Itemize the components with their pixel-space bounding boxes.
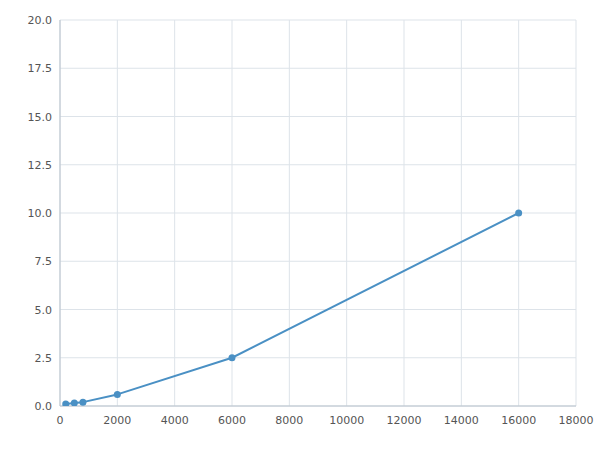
- x-axis-line: [60, 406, 576, 407]
- plot-area: [62, 210, 522, 407]
- y-tick-label: 5.0: [35, 304, 53, 317]
- grid: [60, 20, 576, 406]
- x-tick-label: 6000: [218, 414, 246, 427]
- y-grid-line: [60, 357, 576, 358]
- x-tick-label: 16000: [501, 414, 536, 427]
- y-grid-line: [60, 20, 576, 21]
- y-grid-line: [60, 406, 576, 407]
- tick-labels: 0 2000 4000 6000 8000 10000 12000 14000 16000 180…: [28, 14, 594, 427]
- y-tick-label: 15.0: [28, 111, 53, 124]
- y-tick-label: 17.5: [28, 62, 53, 75]
- y-tick-label: 20.0: [28, 14, 53, 27]
- data-point: [515, 210, 522, 217]
- y-tick-label: 2.5: [35, 352, 53, 365]
- y-grid-line: [60, 261, 576, 262]
- x-tick-label: 10000: [329, 414, 364, 427]
- y-axis-line: [60, 20, 61, 406]
- x-tick-label: 0: [57, 414, 64, 427]
- data-point: [62, 401, 69, 406]
- y-tick-label: 12.5: [28, 159, 53, 172]
- x-tick-label: 18000: [559, 414, 594, 427]
- chart: 0 2000 4000 6000 8000 10000 12000 14000 16000 180…: [0, 0, 600, 450]
- x-tick-label: 12000: [387, 414, 422, 427]
- y-grid-line: [60, 116, 576, 117]
- data-line: [66, 213, 519, 404]
- x-tick-label: 8000: [275, 414, 303, 427]
- y-tick-label: 10.0: [28, 207, 53, 220]
- y-tick-label: 0.0: [35, 400, 53, 413]
- y-tick-label: 7.5: [35, 255, 53, 268]
- data-point: [229, 354, 236, 361]
- x-tick-label: 2000: [103, 414, 131, 427]
- x-tick-label: 4000: [161, 414, 189, 427]
- data-point: [114, 391, 121, 398]
- y-grid-line: [60, 68, 576, 69]
- y-grid-line: [60, 213, 576, 214]
- x-grid-line: [60, 20, 61, 406]
- data-point: [71, 400, 78, 406]
- y-grid-line: [60, 164, 576, 165]
- x-tick-label: 14000: [444, 414, 479, 427]
- y-grid-line: [60, 309, 576, 310]
- data-point: [79, 399, 86, 406]
